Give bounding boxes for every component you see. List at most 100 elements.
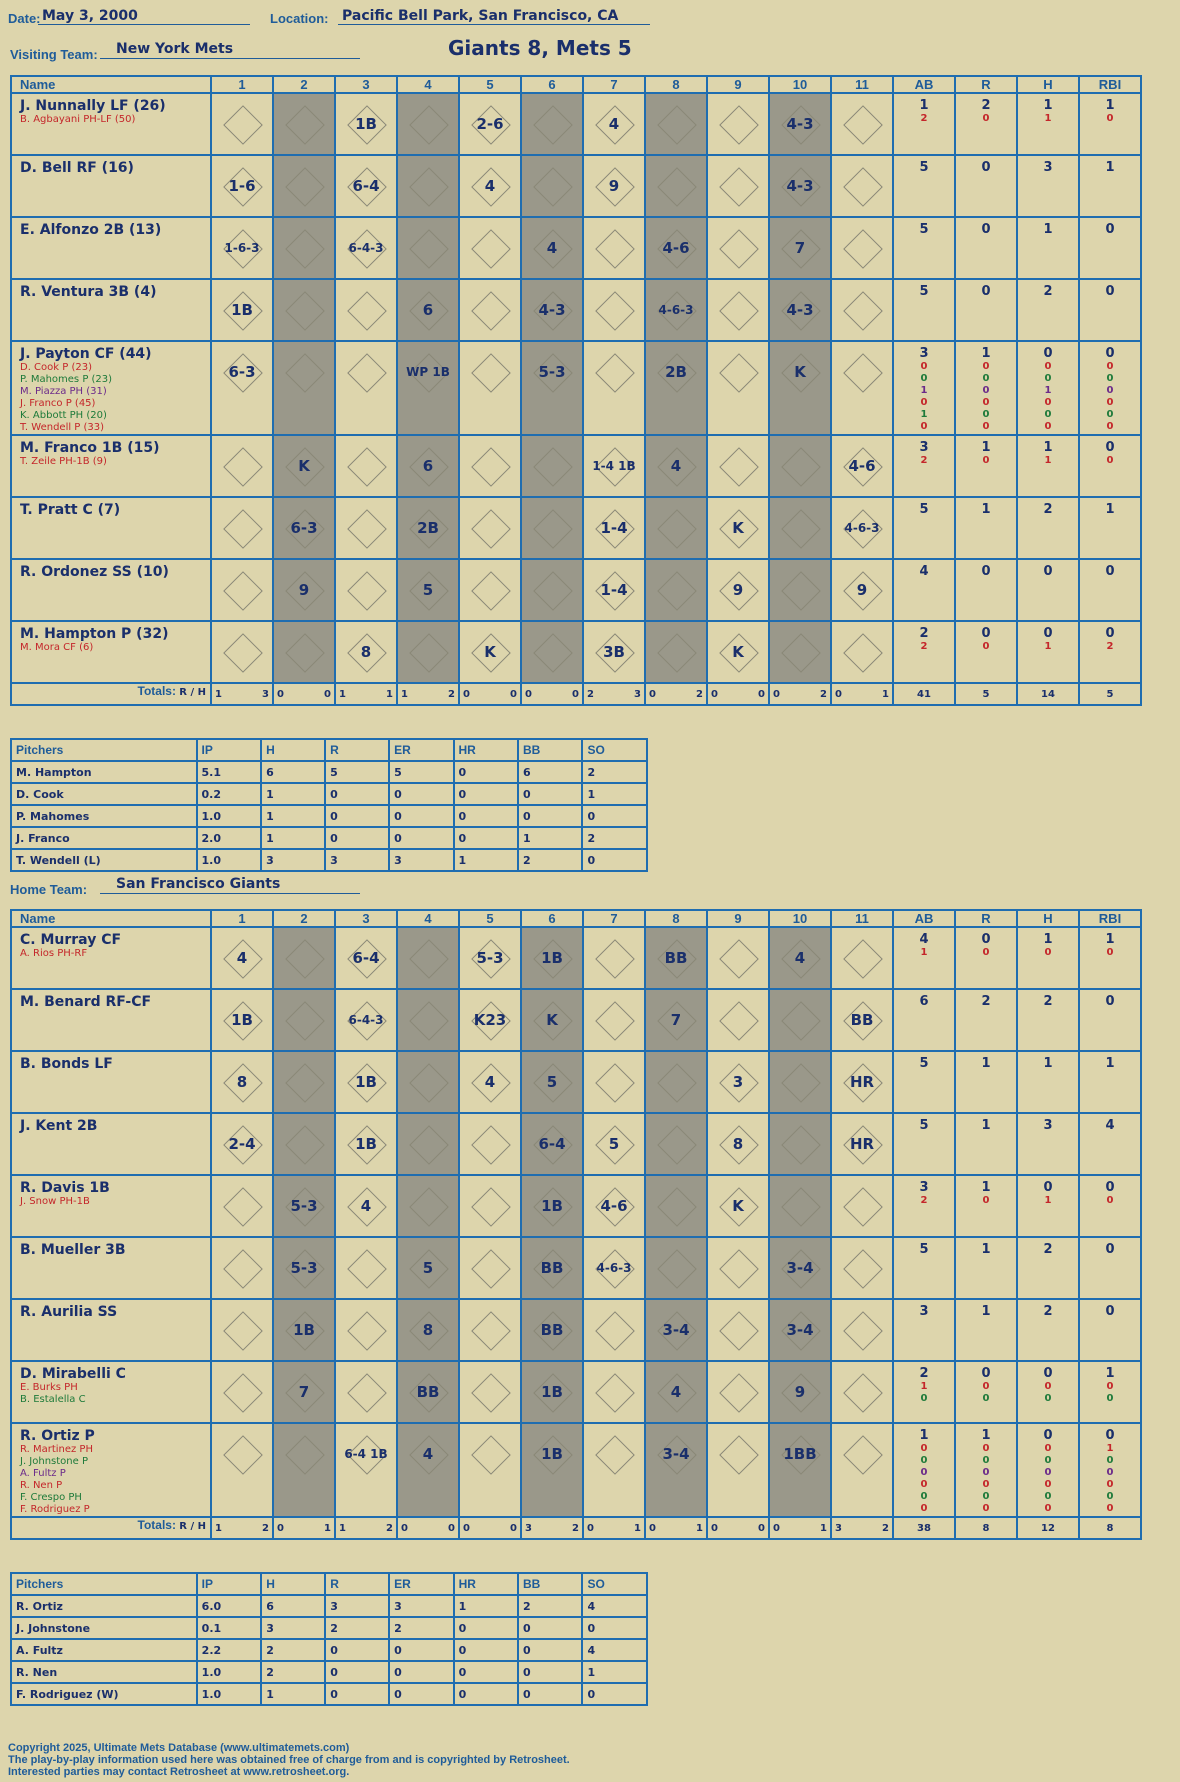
inning-cell — [644, 1050, 708, 1114]
inning-cell — [768, 620, 832, 684]
play-result — [460, 1424, 520, 1484]
stat-value: 2 — [1043, 1242, 1053, 1257]
inning-cell: 6 — [396, 278, 460, 342]
pitcher-name: P. Mahomes — [10, 804, 198, 828]
inning-cell: 6-4-3 — [334, 216, 398, 280]
play-result — [584, 990, 644, 1050]
pitcher-row: F. Rodriguez (W) 1.0 1 0 0 0 0 0 — [10, 1682, 648, 1706]
inning-cell — [830, 278, 894, 342]
inning-cell: 9 — [272, 558, 336, 622]
inning-cell: 6-4 1B — [334, 1422, 398, 1518]
play-result — [708, 218, 768, 278]
play-result — [398, 990, 458, 1050]
stat-cell: 1 — [1016, 216, 1080, 280]
pitching-stat: 2 — [260, 1660, 327, 1684]
stat-value: 0 — [981, 626, 991, 641]
batter-name-cell: R. Ordonez SS (10) — [10, 558, 212, 622]
play-result: 3B — [603, 643, 625, 661]
inning-cell — [520, 154, 584, 218]
inning-header: 5 — [458, 75, 522, 94]
stat-value: 0 — [1043, 346, 1053, 361]
play-result — [274, 280, 334, 340]
stat-value: 0 — [1044, 1443, 1052, 1454]
pitching-stat: 0 — [581, 1682, 648, 1706]
inning-hits: 1 — [820, 1522, 827, 1534]
play-result — [336, 1300, 396, 1360]
play-result: 1B — [293, 1321, 315, 1339]
pitching-stat: 0 — [517, 1682, 584, 1706]
stat-cell: 2 — [1016, 278, 1080, 342]
inning-hits: 0 — [510, 1522, 517, 1534]
batter-row: B. Bonds LF 8 1B 4 5 3 HR 5 1 1 1 — [10, 1050, 1142, 1114]
play-result: 6-4 — [352, 177, 380, 195]
play-result: 9 — [856, 581, 868, 599]
play-result: 1B — [231, 301, 253, 319]
inning-cell — [582, 1360, 646, 1424]
pitching-header: ER — [388, 738, 455, 762]
inning-cell: 4 — [768, 926, 832, 990]
inning-cell: 1B — [334, 1112, 398, 1176]
stat-value: 0 — [982, 397, 990, 408]
stat-value: 0 — [1105, 284, 1115, 299]
play-result: 4-3 — [786, 177, 814, 195]
play-result: 4 — [236, 949, 248, 967]
inning-cell — [210, 558, 274, 622]
stat-cell: 2 — [1016, 988, 1080, 1052]
inning-cell: 7 — [644, 988, 708, 1052]
inning-header: 10 — [768, 75, 832, 94]
play-result — [522, 560, 582, 620]
play-result — [460, 436, 520, 496]
stat-value: 0 — [981, 160, 991, 175]
inning-cell — [582, 1422, 646, 1518]
pitching-stat: 6.0 — [195, 1594, 263, 1618]
play-result — [646, 94, 706, 154]
substitute-name: T. Wendell P (33) — [20, 422, 105, 433]
substitute-name: B. Estalella C — [20, 1394, 86, 1405]
hits-label: H — [197, 687, 206, 698]
inning-cell: 9 — [830, 558, 894, 622]
play-result — [522, 622, 582, 682]
inning-cell — [706, 1360, 770, 1424]
inning-cell — [768, 988, 832, 1052]
stat-value: 1 — [981, 1304, 991, 1319]
stat-value: 0 — [1044, 1467, 1052, 1478]
play-result — [460, 1114, 520, 1174]
stat-value: 0 — [982, 1455, 990, 1466]
stat-cell: 1 — [954, 1298, 1018, 1362]
stat-value: 1 — [920, 1381, 928, 1392]
play-result — [274, 156, 334, 216]
inning-cell: BB — [520, 1236, 584, 1300]
inning-cell — [830, 1236, 894, 1300]
inning-cell: 1-6-3 — [210, 216, 274, 280]
play-result: 4 — [422, 1445, 434, 1463]
play-result: 6-3 — [290, 519, 318, 537]
stat-value: 0 — [1043, 626, 1053, 641]
stat-value: 0 — [1044, 1393, 1052, 1404]
inning-cell — [458, 1112, 522, 1176]
stat-value: 0 — [920, 421, 928, 432]
stat-value: 0 — [1106, 361, 1114, 372]
pitching-stat: 1.0 — [195, 1660, 263, 1684]
play-result — [398, 218, 458, 278]
play-result: 1-4 1B — [592, 459, 636, 473]
inning-cell: 1B — [210, 278, 274, 342]
pitching-stat: 2 — [517, 1594, 584, 1618]
inning-cell: K — [768, 340, 832, 436]
inning-cell — [334, 1298, 398, 1362]
batter-row: M. Benard RF-CF 1B 6-4-3 K23 K 7 BB 6 2 2 0 — [10, 988, 1142, 1052]
play-result — [584, 342, 644, 402]
inning-cell — [706, 1422, 770, 1518]
inning-hits: 3 — [262, 688, 269, 700]
inning-cell: 4-3 — [768, 154, 832, 218]
substitute-name: F. Crespo PH — [20, 1492, 82, 1503]
inning-cell — [458, 1298, 522, 1362]
pitching-stat: 0 — [388, 1682, 455, 1706]
stat-value: 0 — [1043, 1366, 1053, 1381]
inning-cell — [210, 1298, 274, 1362]
